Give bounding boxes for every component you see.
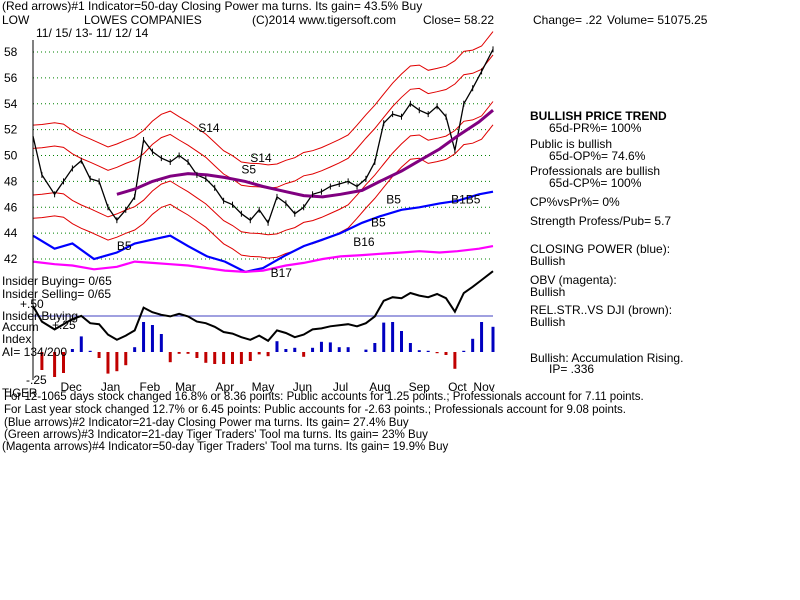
upper-envelope: [32, 31, 494, 166]
lower-inner-envelope: [32, 101, 494, 236]
month-label: May: [252, 380, 275, 394]
y-tick-label: 50: [4, 149, 18, 163]
signal-label: B1B5: [451, 192, 481, 206]
change-value: Change= .22: [533, 13, 603, 27]
y-tick-label: 52: [4, 123, 18, 137]
month-label: Oct: [448, 380, 467, 394]
series-obv: [32, 245, 494, 274]
pr-value: 65d-PR%= 100%: [549, 121, 642, 135]
op-value: 65d-OP%= 74.6%: [549, 149, 646, 163]
accum-label: Accum: [2, 320, 39, 334]
accum-status: Bullish: Accumulation Rising.: [530, 351, 684, 365]
series-closing-power: [32, 190, 494, 274]
month-label: Feb: [140, 380, 161, 394]
signal-label: B16: [353, 235, 375, 249]
cpvspr-value: CP%vsPr%= 0%: [530, 195, 620, 209]
date-range: 11/ 15/ 13- 11/ 12/ 14: [36, 26, 149, 40]
y-tick-label: 46: [4, 200, 18, 214]
series-price: [32, 49, 494, 225]
professionals-status: Professionals are bullish: [530, 164, 661, 178]
index-label: Index: [2, 332, 32, 346]
signal-label: B5: [371, 216, 386, 230]
header-indicator-line: (Red arrows)#1 Indicator=50-day Closing …: [2, 0, 423, 13]
signal-label: S5: [241, 163, 256, 177]
insider-buying-label: Insider Buying: [2, 309, 79, 323]
obv-label: OBV (magenta):: [530, 273, 617, 287]
accum-plus25-label: +.25: [52, 318, 76, 332]
month-label: Apr: [216, 380, 235, 394]
upper-inner-envelope: [32, 54, 494, 189]
signal-label: B17: [271, 266, 293, 280]
symbol: LOW: [2, 13, 30, 27]
relstr-label: REL.STR..VS DJI (brown):: [530, 303, 673, 317]
obv-status: Bullish: [530, 285, 566, 299]
footer-line-2: For Last year stock changed 12.7% or 6.4…: [4, 404, 626, 416]
insider-selling-count: Insider Selling= 0/65: [2, 287, 112, 301]
signal-label: B5: [386, 192, 401, 206]
cp-value: 65d-CP%= 100%: [549, 176, 642, 190]
relative-strength-line: [32, 270, 494, 343]
trend-title: BULLISH PRICE TREND: [530, 109, 667, 123]
signal-label: S14: [198, 121, 220, 135]
insider-buying-count: Insider Buying= 0/65: [2, 274, 112, 288]
strength-value: Strength Profess/Pub= 5.7: [530, 214, 672, 228]
close-value: Close= 58.22: [423, 13, 495, 27]
signal-label: B5: [117, 239, 132, 253]
y-tick-label: 44: [4, 226, 18, 240]
footer-tiger-overlay: TIGER: [2, 388, 38, 400]
volume-value: Volume= 51075.25: [607, 13, 708, 27]
copyright: (C)2014 www.tigersoft.com: [252, 13, 397, 27]
month-label: Jul: [333, 380, 348, 394]
footer-line-1: For 12-1065 days stock changed 16.8% or …: [4, 391, 644, 403]
y-tick-label: 42: [4, 252, 18, 266]
y-tick-label: 58: [4, 45, 18, 59]
series-ma-50: [116, 109, 494, 199]
company-name: LOWES COMPANIES: [84, 13, 202, 27]
month-label: Aug: [369, 380, 390, 394]
month-label: Nov: [473, 380, 494, 394]
footer-line-3: (Blue arrows)#2 Indicator=21-day Closing…: [4, 417, 409, 429]
closing-power-status: Bullish: [530, 254, 566, 268]
y-tick-label: 54: [4, 97, 18, 111]
signal-label: S14: [250, 151, 272, 165]
ai-value: AI= 134/200: [2, 345, 68, 359]
lower-envelope: [32, 124, 494, 259]
relstr-status: Bullish: [530, 315, 566, 329]
footer-line-5: (Magenta arrows)#4 Indicator=50-day Tige…: [2, 441, 449, 453]
public-status: Public is bullish: [530, 137, 613, 151]
accum-plus50-label: +.50: [20, 297, 44, 311]
footer-line-4: (Green arrows)#3 Indicator=21-day Tiger …: [4, 429, 428, 441]
y-tick-label: 56: [4, 71, 18, 85]
y-tick-label: 48: [4, 174, 18, 188]
ip-value: IP= .336: [549, 362, 595, 376]
month-label: Mar: [175, 380, 196, 394]
closing-power-label: CLOSING POWER (blue):: [530, 242, 671, 256]
accum-minus25-label: -.25: [26, 373, 47, 387]
month-label: Jan: [101, 380, 120, 394]
month-label: Dec: [60, 380, 81, 394]
month-label: Jun: [293, 380, 312, 394]
month-label: Sep: [409, 380, 431, 394]
